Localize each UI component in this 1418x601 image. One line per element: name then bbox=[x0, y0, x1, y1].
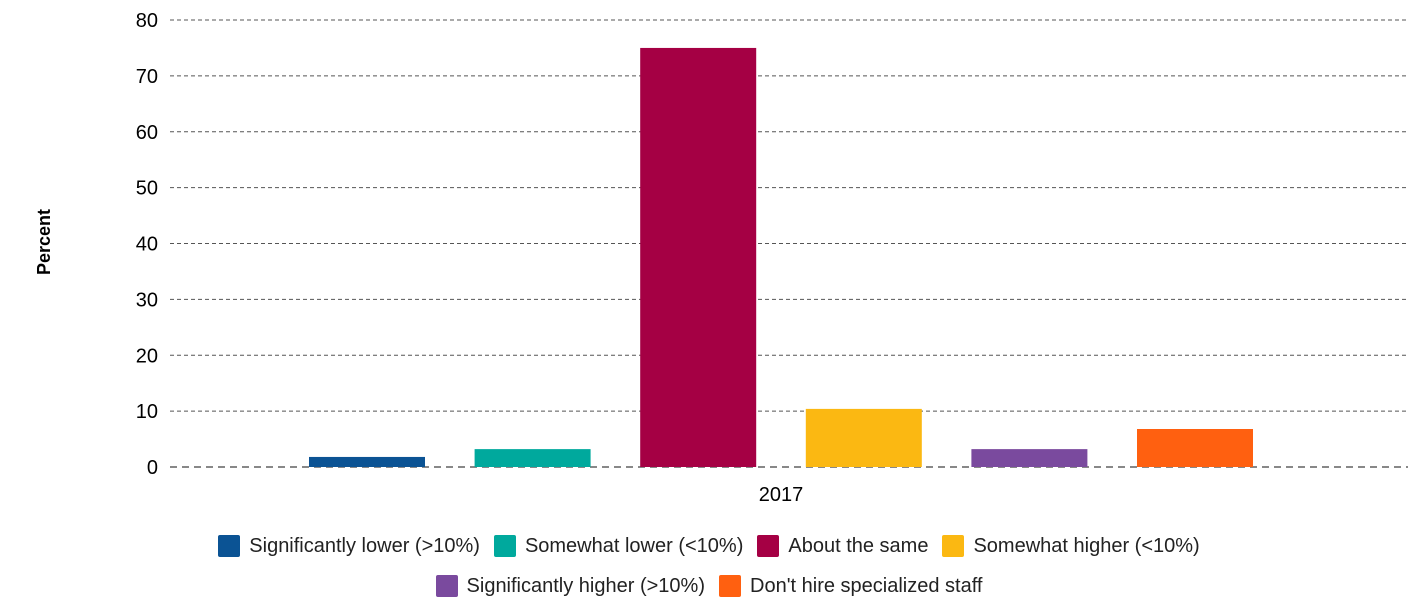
legend-swatch bbox=[719, 575, 741, 597]
y-tick-label: 10 bbox=[136, 401, 158, 423]
y-axis-title: Percent bbox=[34, 209, 54, 275]
bar bbox=[474, 449, 591, 467]
legend-item: Somewhat lower (<10%) bbox=[493, 534, 744, 558]
y-tick-label: 20 bbox=[136, 345, 158, 367]
y-axis-ticks: 0 10 20 30 40 50 60 70 80 bbox=[136, 10, 158, 479]
y-tick-label: 50 bbox=[136, 178, 158, 200]
bars bbox=[309, 47, 1253, 467]
y-tick-label: 30 bbox=[136, 289, 158, 311]
legend-swatch bbox=[435, 575, 458, 597]
legend-item: Don't hire specialized staff bbox=[719, 575, 982, 598]
bar bbox=[805, 408, 922, 467]
legend-item: Significantly higher (>10%) bbox=[435, 574, 705, 598]
legend-label: Somewhat higher (<10%) bbox=[973, 534, 1200, 557]
legend-label: About the same bbox=[788, 534, 929, 557]
legend-label: Significantly lower (>10%) bbox=[249, 534, 480, 557]
legend-label: Don't hire specialized staff bbox=[750, 574, 983, 597]
y-tick-label: 0 bbox=[147, 457, 158, 479]
y-tick-label: 40 bbox=[136, 234, 158, 256]
x-axis-ticks: 2017 bbox=[759, 484, 804, 506]
legend-row-1: Significantly lower (>10%) Somewhat lower… bbox=[0, 532, 1418, 560]
legend-label: Significantly higher (>10%) bbox=[466, 574, 705, 597]
bar bbox=[971, 449, 1088, 467]
y-tick-label: 70 bbox=[136, 66, 158, 88]
x-tick-label: 2017 bbox=[759, 484, 804, 506]
legend-swatch bbox=[942, 535, 965, 557]
y-tick-label: 80 bbox=[136, 10, 158, 32]
y-tick-label: 60 bbox=[136, 122, 158, 144]
bar bbox=[1137, 429, 1253, 467]
gridlines bbox=[170, 19, 1408, 468]
legend-item: Somewhat higher (<10%) bbox=[942, 534, 1200, 558]
bar bbox=[640, 47, 757, 467]
legend-label: Somewhat lower (<10%) bbox=[524, 534, 744, 557]
legend-row-2: Significantly higher (>10%) Don't hire sp… bbox=[0, 572, 1418, 600]
bar-chart: 0 10 20 30 40 50 60 70 80 2017 Percent bbox=[34, 10, 1408, 506]
legend-item: Significantly lower (>10%) bbox=[218, 535, 480, 558]
legend-swatch bbox=[757, 535, 780, 557]
legend-item: About the same bbox=[757, 535, 928, 558]
legend-swatch bbox=[218, 535, 241, 557]
bar bbox=[309, 456, 425, 467]
legend-swatch bbox=[493, 535, 516, 557]
